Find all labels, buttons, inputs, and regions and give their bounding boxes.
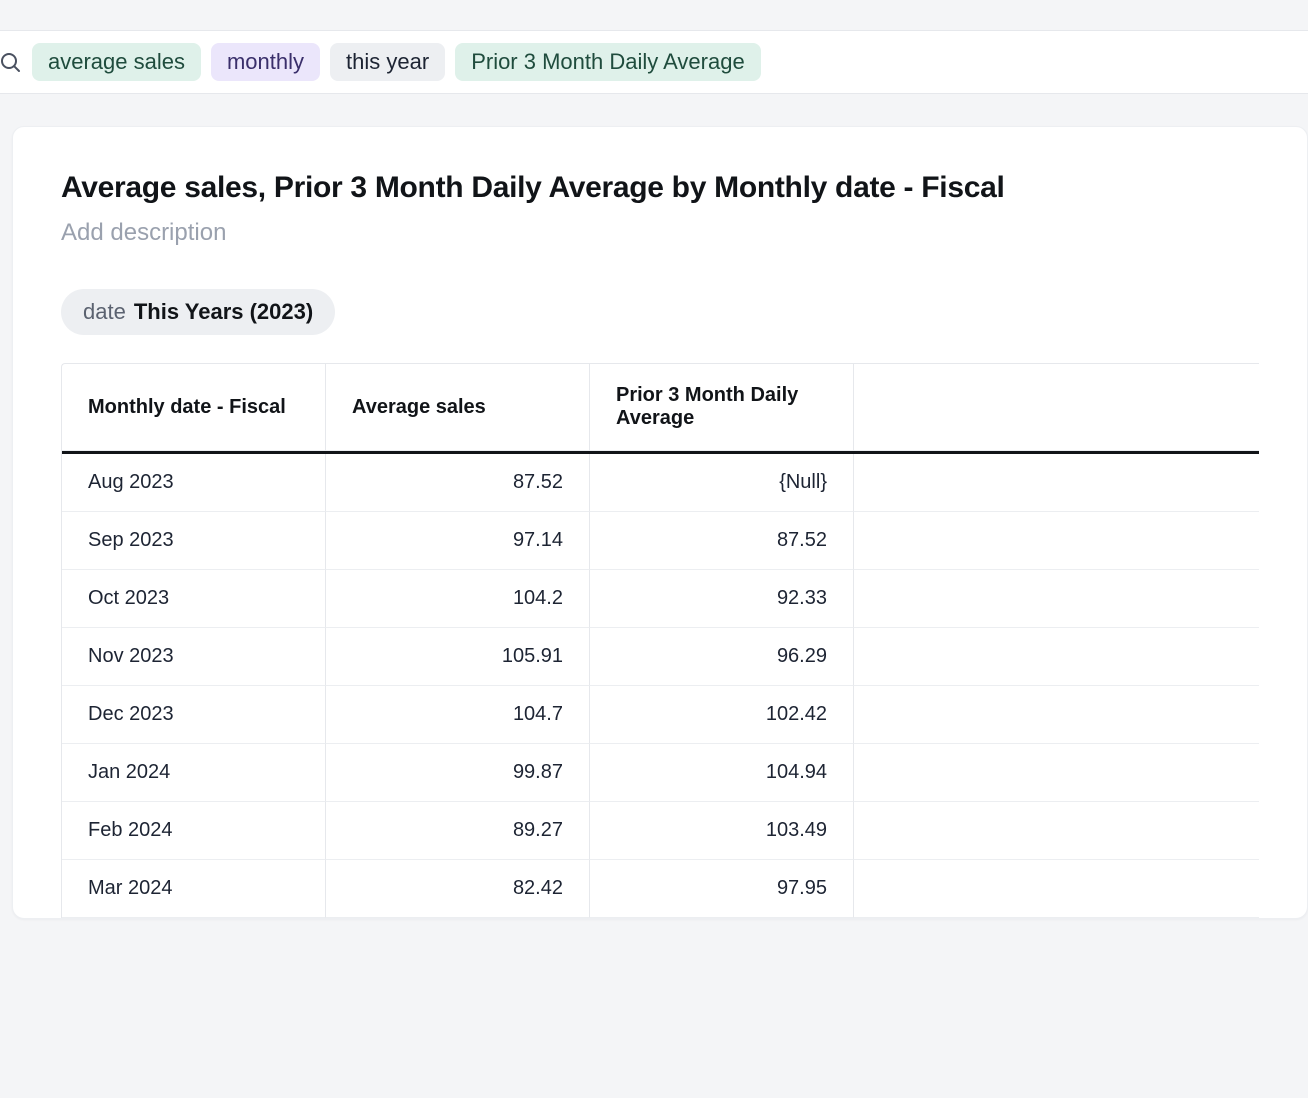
description-input[interactable]: Add description: [61, 219, 1259, 247]
column-header-spacer: [854, 364, 1259, 451]
cell-monthly-date: Dec 2023: [62, 686, 326, 744]
table-row[interactable]: Dec 2023104.7102.42: [62, 686, 1259, 744]
search-chip-monthly[interactable]: monthly: [211, 43, 320, 81]
chip-label: average sales: [48, 49, 185, 75]
search-chip-prior-3-month[interactable]: Prior 3 Month Daily Average: [455, 43, 761, 81]
answer-card: Average sales, Prior 3 Month Daily Avera…: [12, 126, 1308, 919]
cell-prior-3-month: 92.33: [590, 570, 854, 628]
cell-spacer: [854, 628, 1259, 686]
cell-spacer: [854, 686, 1259, 744]
cell-monthly-date: Aug 2023: [62, 454, 326, 512]
column-header-average-sales[interactable]: Average sales: [326, 364, 590, 451]
cell-prior-3-month: 104.94: [590, 744, 854, 802]
filter-value: This Years (2023): [134, 299, 313, 325]
cell-prior-3-month: 96.29: [590, 628, 854, 686]
cell-spacer: [854, 860, 1259, 918]
table-row[interactable]: Feb 202489.27103.49: [62, 802, 1259, 860]
cell-monthly-date: Nov 2023: [62, 628, 326, 686]
cell-average-sales: 105.91: [326, 628, 590, 686]
cell-average-sales: 104.2: [326, 570, 590, 628]
cell-monthly-date: Oct 2023: [62, 570, 326, 628]
cell-spacer: [854, 454, 1259, 512]
search-chip-average-sales[interactable]: average sales: [32, 43, 201, 81]
chip-label: monthly: [227, 49, 304, 75]
search-chip-this-year[interactable]: this year: [330, 43, 445, 81]
cell-monthly-date: Sep 2023: [62, 512, 326, 570]
data-table: Monthly date - Fiscal Average sales Prio…: [61, 363, 1259, 918]
table-body: Aug 202387.52{Null}Sep 202397.1487.52Oct…: [62, 454, 1259, 918]
filter-pill-date[interactable]: date This Years (2023): [61, 289, 335, 335]
cell-average-sales: 97.14: [326, 512, 590, 570]
cell-monthly-date: Jan 2024: [62, 744, 326, 802]
table-row[interactable]: Nov 2023105.9196.29: [62, 628, 1259, 686]
cell-prior-3-month: 97.95: [590, 860, 854, 918]
table-row[interactable]: Sep 202397.1487.52: [62, 512, 1259, 570]
table-header-row: Monthly date - Fiscal Average sales Prio…: [62, 364, 1259, 454]
search-icon[interactable]: [0, 50, 22, 74]
cell-average-sales: 82.42: [326, 860, 590, 918]
column-header-prior-3-month[interactable]: Prior 3 Month Daily Average: [590, 364, 854, 451]
card-title: Average sales, Prior 3 Month Daily Avera…: [61, 171, 1259, 205]
cell-prior-3-month: 87.52: [590, 512, 854, 570]
cell-prior-3-month: {Null}: [590, 454, 854, 512]
cell-spacer: [854, 570, 1259, 628]
cell-average-sales: 104.7: [326, 686, 590, 744]
cell-spacer: [854, 744, 1259, 802]
cell-prior-3-month: 103.49: [590, 802, 854, 860]
cell-monthly-date: Feb 2024: [62, 802, 326, 860]
chip-label: this year: [346, 49, 429, 75]
cell-average-sales: 89.27: [326, 802, 590, 860]
search-bar[interactable]: average sales monthly this year Prior 3 …: [0, 30, 1308, 94]
cell-monthly-date: Mar 2024: [62, 860, 326, 918]
cell-spacer: [854, 802, 1259, 860]
table-row[interactable]: Aug 202387.52{Null}: [62, 454, 1259, 512]
cell-average-sales: 87.52: [326, 454, 590, 512]
table-row[interactable]: Jan 202499.87104.94: [62, 744, 1259, 802]
table-row[interactable]: Mar 202482.4297.95: [62, 860, 1259, 918]
cell-prior-3-month: 102.42: [590, 686, 854, 744]
chip-label: Prior 3 Month Daily Average: [471, 49, 745, 75]
cell-average-sales: 99.87: [326, 744, 590, 802]
table-row[interactable]: Oct 2023104.292.33: [62, 570, 1259, 628]
filter-label: date: [83, 299, 126, 325]
cell-spacer: [854, 512, 1259, 570]
column-header-monthly-date[interactable]: Monthly date - Fiscal: [62, 364, 326, 451]
